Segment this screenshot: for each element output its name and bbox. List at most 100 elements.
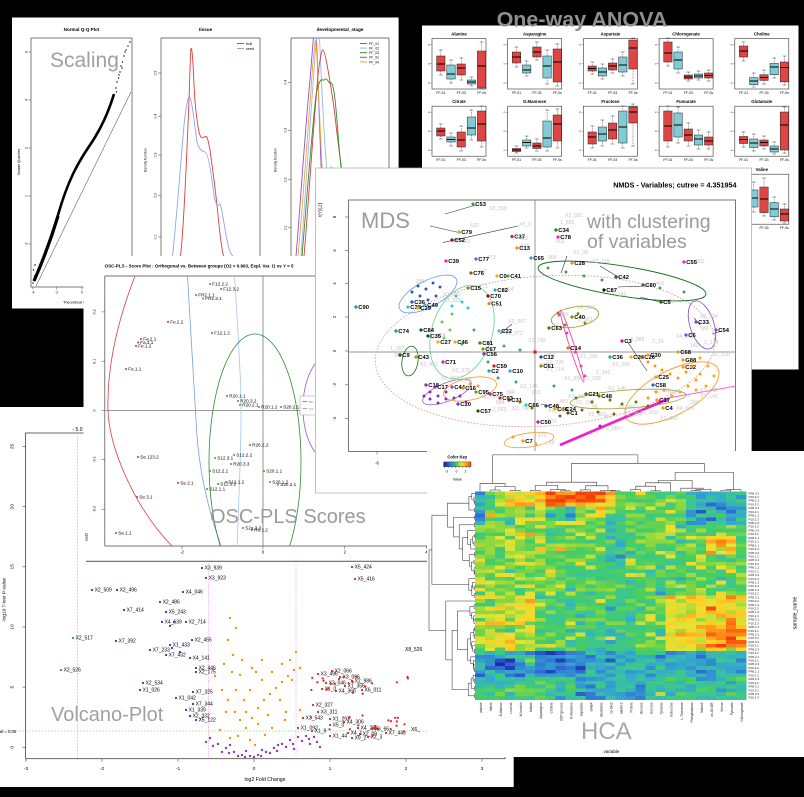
svg-text:C46: C46: [457, 340, 468, 346]
svg-text:FF_0s: FF_0s: [369, 56, 379, 60]
svg-text:Fa.2.1: Fa.2.1: [143, 337, 156, 342]
svg-text:fruit: fruit: [246, 42, 253, 46]
svg-text:-2: -2: [25, 242, 29, 245]
svg-text:FR6.2.3: FR6.2.3: [749, 647, 760, 651]
svg-text:P10.3.3: P10.3.3: [749, 636, 760, 640]
svg-text:X2_146: X2_146: [520, 384, 538, 390]
svg-text:5: 5: [654, 111, 658, 113]
svg-text:3_146: 3_146: [612, 292, 627, 298]
svg-text:P10.3.2: P10.3.2: [749, 532, 760, 536]
svg-text:0: 0: [25, 195, 29, 197]
svg-text:2_953: 2_953: [578, 317, 593, 323]
svg-text:447: 447: [478, 269, 487, 275]
svg-text:C6: C6: [688, 333, 696, 339]
svg-text:FR6.3.1: FR6.3.1: [749, 558, 760, 562]
svg-text:FR6.2.3: FR6.2.3: [749, 677, 760, 681]
svg-text:S12.1.1: S12.1.1: [209, 487, 225, 492]
svg-text:G88: G88: [685, 358, 697, 364]
svg-text:C75: C75: [492, 392, 503, 398]
svg-text:R6.2.2: R6.2.2: [254, 528, 268, 533]
svg-text:959: 959: [560, 312, 569, 318]
svg-text:C31: C31: [511, 398, 522, 404]
svg-text:0: 0: [93, 409, 97, 411]
svg-text:X2_072: X2_072: [505, 331, 523, 337]
svg-text:FF-0s: FF-0s: [477, 158, 486, 162]
svg-text:2_062: 2_062: [606, 426, 621, 432]
svg-text:X1_433: X1_433: [173, 643, 190, 649]
svg-text:663: 663: [532, 390, 541, 396]
svg-text:FF_01: FF_01: [369, 42, 379, 46]
svg-text:S12.2.1: S12.2.1: [212, 469, 228, 474]
svg-text:P10.1.1: P10.1.1: [749, 614, 760, 618]
svg-text:0.2: 0.2: [284, 177, 288, 182]
svg-text:521: 521: [548, 419, 557, 425]
svg-text:X5_122: X5_122: [199, 718, 216, 724]
svg-text:OSC-PLS Scores: OSC-PLS Scores: [210, 506, 366, 528]
svg-text:FF-03: FF-03: [684, 91, 693, 95]
svg-text:C51: C51: [491, 301, 502, 307]
svg-text:alanine: alanine: [479, 702, 483, 713]
svg-text:X2_057: X2_057: [441, 376, 459, 382]
svg-text:C56: C56: [486, 352, 497, 358]
svg-text:D-Mannose: D-Mannose: [569, 702, 573, 719]
svg-text:X3_558: X3_558: [489, 206, 507, 212]
svg-text:C48: C48: [548, 404, 559, 410]
svg-text:Asparagine: Asparagine: [523, 31, 547, 36]
svg-text:Glutamate: Glutamate: [751, 99, 773, 104]
svg-text:P10.1.3: P10.1.3: [749, 621, 760, 625]
svg-text:X2_067: X2_067: [508, 319, 526, 325]
svg-text:FR6.3.2: FR6.3.2: [749, 491, 760, 495]
svg-text:X2_714: X2_714: [189, 620, 206, 626]
svg-text:Alanine: Alanine: [451, 31, 467, 36]
svg-text:C95: C95: [478, 390, 489, 396]
svg-text:X2_509: X2_509: [95, 588, 112, 594]
svg-text:5: 5: [427, 149, 431, 151]
svg-text:778: 778: [540, 363, 549, 369]
svg-text:X5_0: X5_0: [519, 222, 531, 228]
svg-text:P10.1.3: P10.1.3: [749, 696, 760, 700]
svg-text:X1_742: X1_742: [528, 338, 546, 344]
svg-text:FF-0s: FF-0s: [780, 91, 789, 95]
svg-text:M-Inositol: M-Inositol: [519, 702, 523, 716]
svg-text:1_287: 1_287: [390, 346, 405, 352]
svg-text:C7: C7: [525, 439, 532, 445]
svg-text:C55: C55: [686, 260, 697, 266]
svg-text:5: 5: [503, 82, 507, 84]
svg-text:R20.3.3: R20.3.3: [233, 462, 250, 467]
svg-text:496: 496: [546, 353, 555, 359]
svg-text:C44: C44: [454, 385, 465, 391]
svg-text:C40: C40: [574, 315, 585, 321]
svg-text:C15: C15: [470, 286, 481, 292]
svg-text:FF-03: FF-03: [532, 158, 541, 162]
svg-text:X3_496: X3_496: [321, 672, 338, 678]
svg-text:seed: seed: [246, 47, 254, 51]
svg-text:2_067: 2_067: [459, 377, 474, 383]
svg-text:FF-03: FF-03: [457, 91, 466, 95]
svg-text:C49: C49: [427, 303, 438, 309]
svg-text:X3_798: X3_798: [512, 406, 530, 412]
svg-text:P10.2.1: P10.2.1: [749, 629, 760, 633]
svg-text:FF-0s: FF-0s: [704, 91, 713, 95]
svg-text:0.3: 0.3: [284, 128, 288, 133]
svg-text:46: 46: [592, 404, 598, 410]
svg-text:20: 20: [10, 504, 16, 510]
svg-text:401: 401: [656, 281, 665, 287]
svg-text:X3_329: X3_329: [443, 298, 461, 304]
svg-text:Choline: Choline: [549, 702, 553, 713]
svg-text:X3_337: X3_337: [443, 292, 461, 298]
svg-text:457: 457: [604, 414, 613, 420]
svg-text:Se.1.1: Se.1.1: [118, 531, 132, 536]
svg-text:P10.2.2: P10.2.2: [749, 681, 760, 685]
svg-text:C12: C12: [543, 355, 554, 361]
svg-text:384: 384: [506, 390, 515, 396]
svg-text:with clustering: with clustering: [586, 211, 711, 233]
svg-text:X2_096: X2_096: [612, 362, 630, 368]
svg-text:FF-01: FF-01: [512, 158, 521, 162]
svg-text:5: 5: [10, 685, 16, 688]
svg-text:FR6.1.3: FR6.1.3: [749, 581, 760, 585]
svg-text:5: 5: [578, 63, 582, 65]
svg-text:Choline: Choline: [754, 31, 770, 36]
svg-text:X4_306: X4_306: [347, 720, 364, 726]
svg-text:P10.2.3: P10.2.3: [749, 584, 760, 588]
svg-text:Isoleucine: Isoleucine: [670, 702, 674, 717]
